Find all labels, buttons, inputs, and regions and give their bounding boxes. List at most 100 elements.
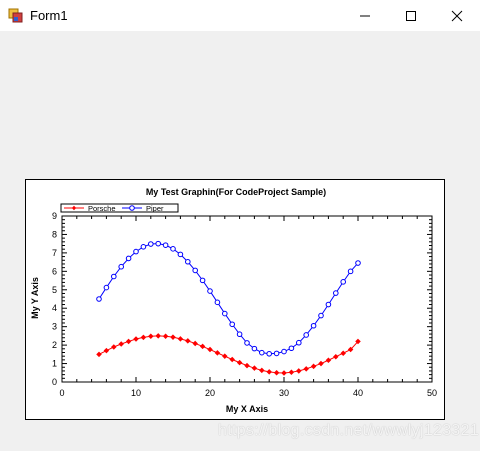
window-title: Form1 [30, 8, 68, 23]
data-point [296, 368, 302, 374]
x-tick-label: 10 [131, 388, 141, 398]
window-titlebar[interactable]: Form1 [0, 0, 480, 31]
data-point [222, 353, 228, 359]
data-point [162, 242, 169, 248]
legend-label: Porsche [88, 204, 116, 213]
series-piper [96, 240, 361, 357]
data-point [333, 353, 339, 360]
y-tick-label: 0 [52, 377, 57, 387]
data-point [185, 258, 191, 265]
data-point [251, 345, 258, 352]
maximize-icon [406, 10, 416, 21]
data-point [199, 343, 206, 350]
data-point [192, 340, 198, 347]
y-tick-label: 9 [52, 211, 57, 221]
graph-control[interactable]: My Test Graphin(For CodeProject Sample) … [25, 179, 445, 420]
data-point [340, 279, 347, 285]
data-point [96, 296, 102, 302]
data-point [266, 350, 272, 357]
data-point [281, 348, 287, 355]
series-line [98, 335, 359, 374]
chart-title: My Test Graphin(For CodeProject Sample) [146, 187, 326, 197]
y-tick-label: 5 [52, 285, 57, 295]
data-point [340, 350, 346, 356]
data-point [244, 340, 250, 346]
y-tick-label: 2 [52, 340, 57, 350]
data-point [148, 333, 154, 340]
data-point [170, 246, 176, 252]
data-point [192, 267, 198, 274]
minimize-button[interactable] [342, 0, 388, 31]
y-tick-label: 4 [52, 303, 57, 313]
data-point [177, 251, 184, 258]
data-point [288, 369, 295, 375]
x-tick-label: 30 [279, 388, 289, 398]
data-point [185, 338, 191, 344]
data-point [155, 240, 161, 247]
data-point [325, 357, 332, 364]
chart-series [96, 240, 361, 376]
data-point [259, 367, 265, 374]
chart-axes: 0 10 20 30 40 50 0 1 2 3 4 5 6 7 8 9 [52, 211, 437, 398]
data-point [214, 350, 221, 356]
y-axis-label: My Y Axis [30, 277, 40, 319]
data-point [281, 370, 287, 376]
data-point [111, 344, 117, 350]
x-tick-label: 40 [353, 388, 363, 398]
data-point [140, 334, 147, 341]
series-porsche [96, 333, 361, 376]
data-point [273, 370, 280, 376]
data-point [303, 366, 309, 372]
data-point [303, 332, 310, 338]
winforms-app-icon [8, 8, 23, 23]
chart-canvas: My Test Graphin(For CodeProject Sample) … [30, 187, 437, 414]
data-point [244, 362, 250, 369]
data-point [229, 356, 235, 363]
y-tick-label: 1 [52, 359, 57, 369]
data-point [199, 277, 206, 284]
data-point [288, 345, 295, 352]
y-tick-label: 7 [52, 248, 57, 258]
data-point [355, 338, 361, 345]
data-point [266, 369, 272, 375]
data-point [148, 241, 154, 247]
watermark-text: https://blog.csdn.net/wwwlyj123321 [218, 422, 480, 439]
data-point [133, 336, 139, 342]
close-button[interactable] [434, 0, 480, 31]
data-point [318, 312, 324, 319]
x-tick-label: 20 [205, 388, 215, 398]
chart-legend: Porsche Piper [60, 203, 179, 213]
data-point [207, 346, 213, 353]
data-point [310, 322, 317, 329]
data-point [103, 347, 110, 354]
data-point [259, 349, 265, 356]
data-point [96, 351, 102, 358]
y-tick-label: 8 [52, 229, 57, 239]
maximize-button[interactable] [388, 0, 434, 31]
data-point [177, 336, 184, 342]
data-point [236, 359, 243, 366]
data-point [355, 260, 361, 266]
data-point [162, 333, 169, 340]
series-line [98, 243, 359, 355]
data-point [214, 299, 221, 306]
data-point [103, 284, 110, 291]
legend-box [60, 203, 179, 213]
data-point [222, 310, 228, 317]
data-point [140, 244, 147, 250]
data-point [325, 301, 332, 308]
data-point [170, 334, 176, 340]
data-point [296, 339, 302, 346]
minimize-icon [360, 15, 370, 16]
data-point [111, 273, 117, 280]
data-point [251, 365, 258, 371]
data-point [347, 346, 354, 353]
data-point [118, 341, 124, 347]
data-point [229, 321, 235, 328]
data-point [273, 350, 280, 357]
close-icon [451, 10, 463, 21]
data-point [236, 331, 243, 338]
x-tick-label: 0 [59, 388, 64, 398]
data-point [347, 268, 354, 275]
legend-marker [129, 205, 135, 211]
